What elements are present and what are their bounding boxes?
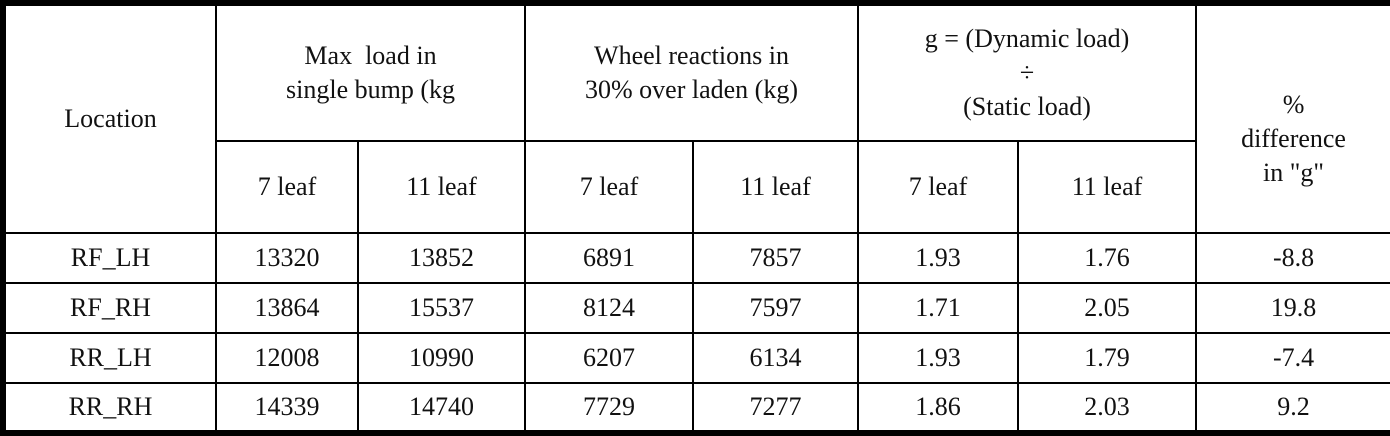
data-row: RR_LH 12008 10990 6207 6134 1.93 1.79 -7.4 bbox=[2, 332, 1390, 384]
subheader-cell: 11 leaf bbox=[691, 140, 860, 234]
data-cell: 13864 bbox=[215, 282, 359, 334]
data-cell: 13320 bbox=[215, 232, 359, 284]
header-text: in "g" bbox=[1263, 158, 1324, 187]
row-label: RR_LH bbox=[2, 332, 217, 384]
data-cell: 12008 bbox=[215, 332, 359, 384]
row-label: RR_RH bbox=[2, 382, 217, 434]
header-text: difference bbox=[1241, 124, 1346, 153]
header-text: (Static load) bbox=[963, 92, 1091, 121]
data-cell: -7.4 bbox=[1195, 332, 1390, 384]
header-text: Wheel reactions in bbox=[594, 41, 789, 70]
data-cell: 1.86 bbox=[857, 382, 1020, 434]
header-cell: % difference in "g" bbox=[1195, 2, 1390, 234]
subheader-row: 7 leaf 11 leaf 7 leaf 11 leaf 7 leaf 11 leaf bbox=[3, 140, 1390, 234]
data-cell: 8124 bbox=[524, 282, 694, 334]
subheader-cell: 7 leaf bbox=[524, 140, 694, 234]
data-cell: 10990 bbox=[357, 332, 526, 384]
data-cell: 2.03 bbox=[1017, 382, 1198, 434]
row-label: RF_LH bbox=[2, 232, 217, 284]
subheader-cell: 11 leaf bbox=[357, 140, 526, 234]
data-cell: 1.76 bbox=[1017, 232, 1198, 284]
header-text: ÷ bbox=[1019, 58, 1035, 87]
data-cell: 1.71 bbox=[857, 282, 1020, 334]
data-cell: 1.93 bbox=[857, 232, 1020, 284]
header-cell: Max load in single bump (kg bbox=[215, 2, 526, 142]
data-cell: 7729 bbox=[524, 382, 694, 434]
subheader-cell: 11 leaf bbox=[1017, 140, 1198, 234]
data-cell: 19.8 bbox=[1195, 282, 1390, 334]
subheader-cell: 7 leaf bbox=[857, 140, 1020, 234]
data-cell: 13852 bbox=[357, 232, 526, 284]
row-label: RF_RH bbox=[2, 282, 217, 334]
data-cell: 14339 bbox=[215, 382, 359, 434]
data-cell: 7277 bbox=[691, 382, 860, 434]
data-cell: 14740 bbox=[357, 382, 526, 434]
header-cell: g = (Dynamic load) ÷ (Static load) bbox=[857, 2, 1198, 142]
header-text: g = (Dynamic load) bbox=[924, 24, 1130, 53]
header-text: 30% over laden (kg) bbox=[585, 75, 798, 104]
data-cell: 6891 bbox=[524, 232, 694, 284]
data-row: RF_LH 13320 13852 6891 7857 1.93 1.76 -8.8 bbox=[2, 232, 1390, 284]
header-text: % bbox=[1282, 90, 1305, 119]
header-cell: Location bbox=[2, 2, 217, 234]
data-cell: 15537 bbox=[357, 282, 526, 334]
header-text: single bump (kg bbox=[286, 75, 455, 104]
data-cell: 6134 bbox=[691, 332, 860, 384]
header-cell: Wheel reactions in 30% over laden (kg) bbox=[523, 2, 860, 142]
data-cell: 1.93 bbox=[857, 332, 1020, 384]
header-row: Location Max load in single bump (kg Wheel … bbox=[2, 2, 1390, 234]
header-text: Location bbox=[64, 104, 157, 133]
data-row: RR_RH 14339 14740 7729 7277 1.86 2.03 9.2 bbox=[2, 382, 1390, 434]
data-cell: -8.8 bbox=[1195, 232, 1390, 284]
data-cell: 2.05 bbox=[1017, 282, 1198, 334]
data-cell: 6207 bbox=[524, 332, 694, 384]
data-cell: 9.2 bbox=[1195, 382, 1390, 434]
subheader-cell: 7 leaf bbox=[215, 140, 359, 234]
data-cell: 7857 bbox=[691, 232, 860, 284]
data-cell: 7597 bbox=[691, 282, 860, 334]
header-text: Max load in bbox=[304, 41, 437, 70]
data-row: RF_RH 13864 15537 8124 7597 1.71 2.05 19.8 bbox=[2, 282, 1390, 334]
data-cell: 1.79 bbox=[1017, 332, 1198, 384]
